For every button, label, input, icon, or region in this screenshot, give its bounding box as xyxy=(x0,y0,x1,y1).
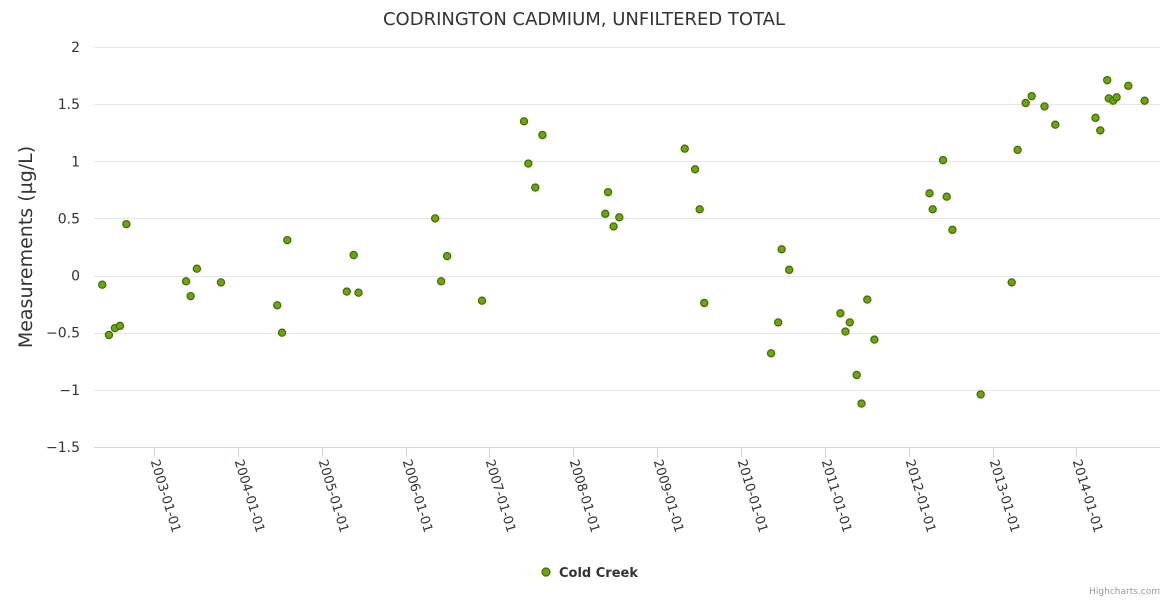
data-point[interactable] xyxy=(477,296,487,305)
x-tick-label: 2008-01-01 xyxy=(566,458,602,535)
data-point[interactable] xyxy=(863,295,872,304)
x-tick-label: 2006-01-01 xyxy=(399,458,435,535)
y-tick-label: 1 xyxy=(71,154,80,170)
data-point[interactable] xyxy=(342,287,351,296)
chart-title: CODRINGTON CADMIUM, UNFILTERED TOTAL xyxy=(383,9,785,30)
data-point[interactable] xyxy=(841,327,850,336)
data-point[interactable] xyxy=(277,328,287,337)
data-point[interactable] xyxy=(948,225,957,235)
data-point[interactable] xyxy=(925,189,934,198)
data-point[interactable] xyxy=(700,298,709,308)
y-axis-title: Measurements (µg/L) xyxy=(15,146,37,348)
data-point[interactable] xyxy=(942,192,951,201)
data-point[interactable] xyxy=(122,219,131,229)
data-point[interactable] xyxy=(349,250,358,260)
data-point[interactable] xyxy=(836,309,845,318)
y-tick-label: 2 xyxy=(71,40,80,56)
data-point[interactable] xyxy=(766,349,776,358)
y-tick-label: −0.5 xyxy=(46,326,80,342)
y-tick-label: −1.5 xyxy=(46,440,80,456)
data-point[interactable] xyxy=(938,155,948,165)
y-tick-label: 0.5 xyxy=(58,211,80,227)
data-point[interactable] xyxy=(695,205,704,214)
x-tick-label: 2012-01-01 xyxy=(902,458,938,535)
x-tick-label: 2011-01-01 xyxy=(818,458,854,535)
legend[interactable]: Cold Creek xyxy=(541,566,638,581)
data-point[interactable] xyxy=(1021,98,1030,108)
data-point[interactable] xyxy=(615,213,624,222)
series-cold-creek xyxy=(98,75,1149,408)
data-point[interactable] xyxy=(531,183,540,192)
data-point[interactable] xyxy=(1140,96,1149,105)
data-point[interactable] xyxy=(273,301,282,310)
data-point[interactable] xyxy=(436,277,446,286)
data-point[interactable] xyxy=(1051,120,1060,129)
data-point[interactable] xyxy=(773,318,783,327)
data-point[interactable] xyxy=(870,335,879,344)
data-point[interactable] xyxy=(1007,278,1016,287)
x-axis-ticks: 2003-01-01 2004-01-01 2005-01-01 2006-01-01… xyxy=(147,447,1105,534)
data-point[interactable] xyxy=(524,159,533,168)
x-tick-label: 2010-01-01 xyxy=(734,458,770,535)
data-point[interactable] xyxy=(216,278,226,287)
data-point[interactable] xyxy=(181,277,191,286)
data-point[interactable] xyxy=(680,144,689,153)
data-point[interactable] xyxy=(1013,145,1022,155)
data-point[interactable] xyxy=(777,245,786,254)
y-axis-ticks: 2 1.5 1 0.5 0 −0.5 −1 −1.5 xyxy=(46,40,80,456)
x-tick-label: 2005-01-01 xyxy=(315,458,351,535)
data-point[interactable] xyxy=(1040,102,1049,111)
data-point[interactable] xyxy=(354,288,363,297)
legend-symbol-cold-creek[interactable] xyxy=(541,567,551,577)
data-point[interactable] xyxy=(785,265,794,275)
data-point[interactable] xyxy=(98,280,107,289)
data-point[interactable] xyxy=(115,321,125,331)
data-point[interactable] xyxy=(857,399,866,408)
data-point[interactable] xyxy=(976,390,985,399)
data-point[interactable] xyxy=(1112,93,1121,102)
x-tick-label: 2009-01-01 xyxy=(650,458,686,535)
data-point[interactable] xyxy=(519,117,529,126)
y-tick-label: 1.5 xyxy=(58,97,80,113)
data-point[interactable] xyxy=(1091,113,1100,123)
data-point[interactable] xyxy=(1096,126,1105,135)
data-point[interactable] xyxy=(186,291,195,301)
x-tick-label: 2003-01-01 xyxy=(147,458,183,535)
data-point[interactable] xyxy=(601,209,610,219)
data-point[interactable] xyxy=(1124,81,1133,91)
legend-label-cold-creek[interactable]: Cold Creek xyxy=(559,566,638,581)
y-tick-label: −1 xyxy=(59,383,80,399)
x-tick-label: 2014-01-01 xyxy=(1069,458,1105,535)
credits-link[interactable]: Highcharts.com xyxy=(1089,587,1160,597)
data-point[interactable] xyxy=(609,222,618,231)
data-point[interactable] xyxy=(442,251,452,261)
x-tick-label: 2004-01-01 xyxy=(231,458,267,535)
y-tick-label: 0 xyxy=(71,269,80,285)
x-tick-label: 2013-01-01 xyxy=(986,458,1022,535)
data-point[interactable] xyxy=(192,264,202,273)
data-point[interactable] xyxy=(104,330,114,340)
data-point[interactable] xyxy=(538,130,547,140)
x-tick-label: 2007-01-01 xyxy=(482,458,518,535)
data-point[interactable] xyxy=(430,214,440,223)
data-point[interactable] xyxy=(852,370,861,380)
data-point[interactable] xyxy=(1027,91,1036,101)
data-point[interactable] xyxy=(845,318,855,327)
data-point[interactable] xyxy=(1102,75,1112,85)
data-point[interactable] xyxy=(690,165,700,174)
data-point[interactable] xyxy=(283,235,292,245)
grid-lines xyxy=(94,47,1160,391)
data-point[interactable] xyxy=(603,187,613,197)
data-point[interactable] xyxy=(928,205,937,214)
